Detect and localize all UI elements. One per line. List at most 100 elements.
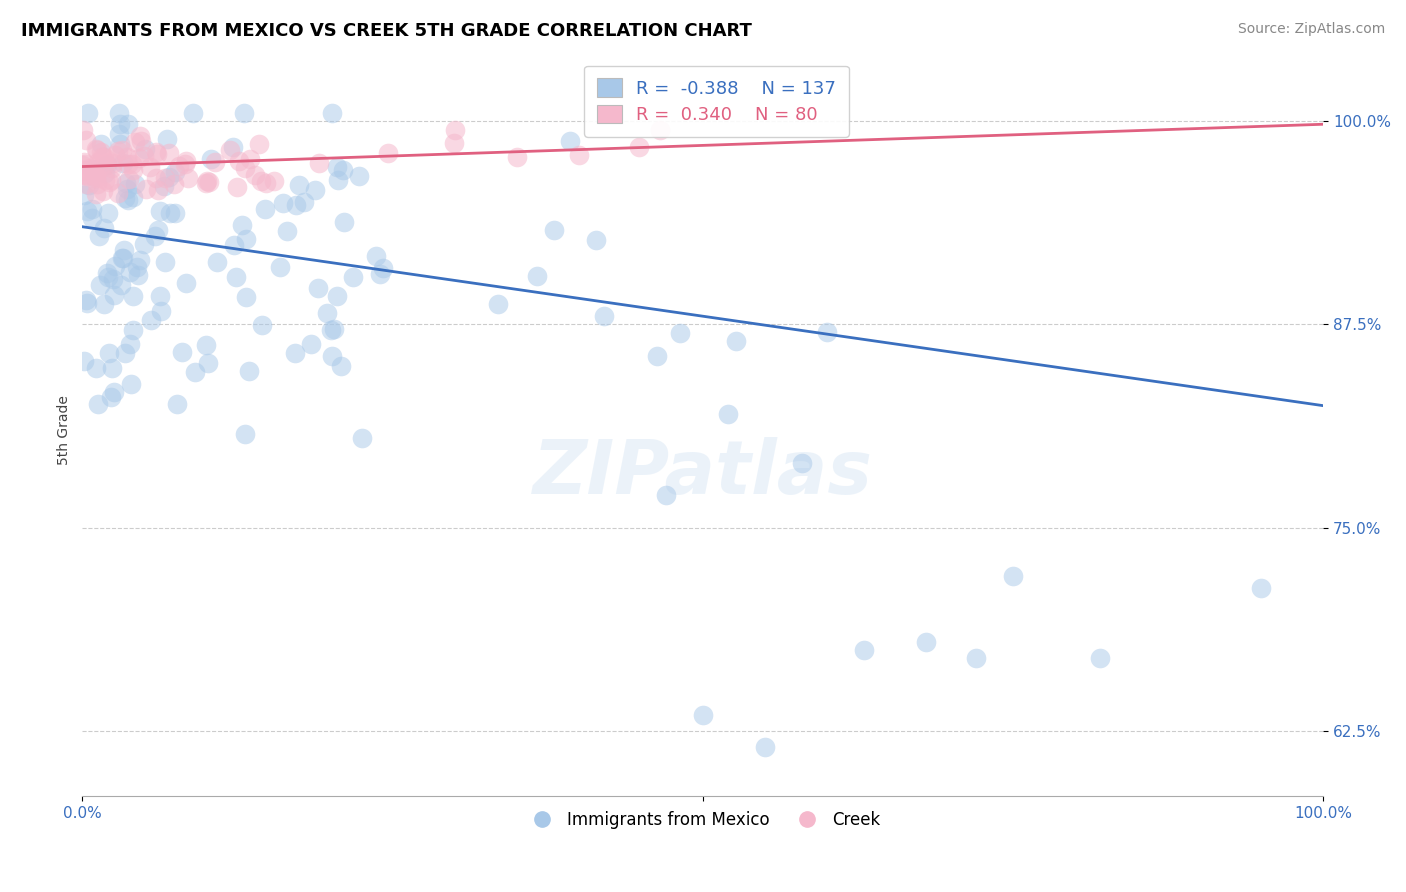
Point [112,251,135,265]
Point [1002,569,1025,583]
Point [107,128,129,142]
Point [115,150,138,164]
Point [350,431,373,445]
Point [124,135,146,149]
Point [72,158,94,172]
Point [110,278,132,293]
Point [233,161,256,176]
Point [96,266,118,280]
Point [247,137,270,152]
Point [77,178,100,192]
Point [159,205,181,219]
Point [103,288,125,302]
Point [377,145,399,160]
Point [167,159,190,173]
Point [111,143,134,157]
Point [853,642,876,657]
Point [204,154,226,169]
Point [122,323,145,337]
Point [166,397,188,411]
Point [72,354,94,368]
Point [80,161,103,176]
Point [235,290,257,304]
Point [108,106,131,120]
Legend: Immigrants from Mexico, Creek: Immigrants from Mexico, Creek [519,804,887,835]
Point [90,150,112,164]
Point [115,182,138,196]
Point [754,740,776,755]
Y-axis label: 5th Grade: 5th Grade [58,395,72,465]
Point [172,345,194,359]
Point [526,269,548,284]
Point [145,170,167,185]
Point [195,338,218,352]
Point [89,161,111,175]
Point [219,143,242,157]
Point [124,177,146,191]
Point [174,157,197,171]
Point [75,157,97,171]
Point [284,346,307,360]
Point [368,267,391,281]
Point [332,162,354,177]
Point [145,229,167,244]
Point [139,160,162,174]
Point [592,309,614,323]
Point [96,158,118,172]
Point [86,143,108,157]
Point [132,236,155,251]
Point [94,156,117,170]
Point [250,174,273,188]
Point [94,166,117,180]
Point [87,154,110,169]
Point [84,167,107,181]
Point [75,169,97,183]
Point [93,150,115,164]
Point [82,211,104,225]
Point [326,160,349,174]
Point [145,145,167,159]
Point [87,228,110,243]
Point [104,147,127,161]
Point [76,296,98,310]
Point [228,153,250,168]
Point [668,326,690,340]
Point [90,145,112,159]
Point [72,123,94,137]
Point [915,634,938,648]
Point [155,171,177,186]
Point [149,303,172,318]
Point [326,289,349,303]
Point [76,169,98,183]
Point [332,215,354,229]
Point [157,169,180,184]
Point [184,365,207,379]
Point [94,173,117,187]
Point [195,176,218,190]
Point [135,182,157,196]
Point [86,142,108,156]
Point [724,334,747,349]
Point [323,322,346,336]
Point [131,134,153,148]
Point [342,270,364,285]
Point [96,206,118,220]
Point [83,168,105,182]
Point [107,186,129,200]
Point [84,186,107,201]
Point [198,175,221,189]
Text: Source: ZipAtlas.com: Source: ZipAtlas.com [1237,22,1385,37]
Point [75,133,97,147]
Point [222,139,245,153]
Point [263,174,285,188]
Point [347,169,370,183]
Point [505,151,527,165]
Point [560,134,582,148]
Point [1088,650,1111,665]
Point [316,306,339,320]
Point [645,349,668,363]
Point [153,254,176,268]
Point [299,336,322,351]
Point [235,232,257,246]
Point [129,252,152,267]
